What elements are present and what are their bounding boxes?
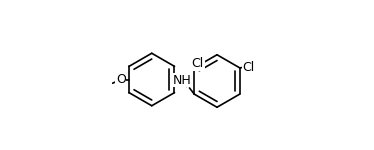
Text: Cl: Cl	[243, 61, 255, 74]
Text: NH: NH	[172, 74, 191, 87]
Text: Cl: Cl	[192, 57, 204, 70]
Text: O: O	[116, 73, 126, 86]
